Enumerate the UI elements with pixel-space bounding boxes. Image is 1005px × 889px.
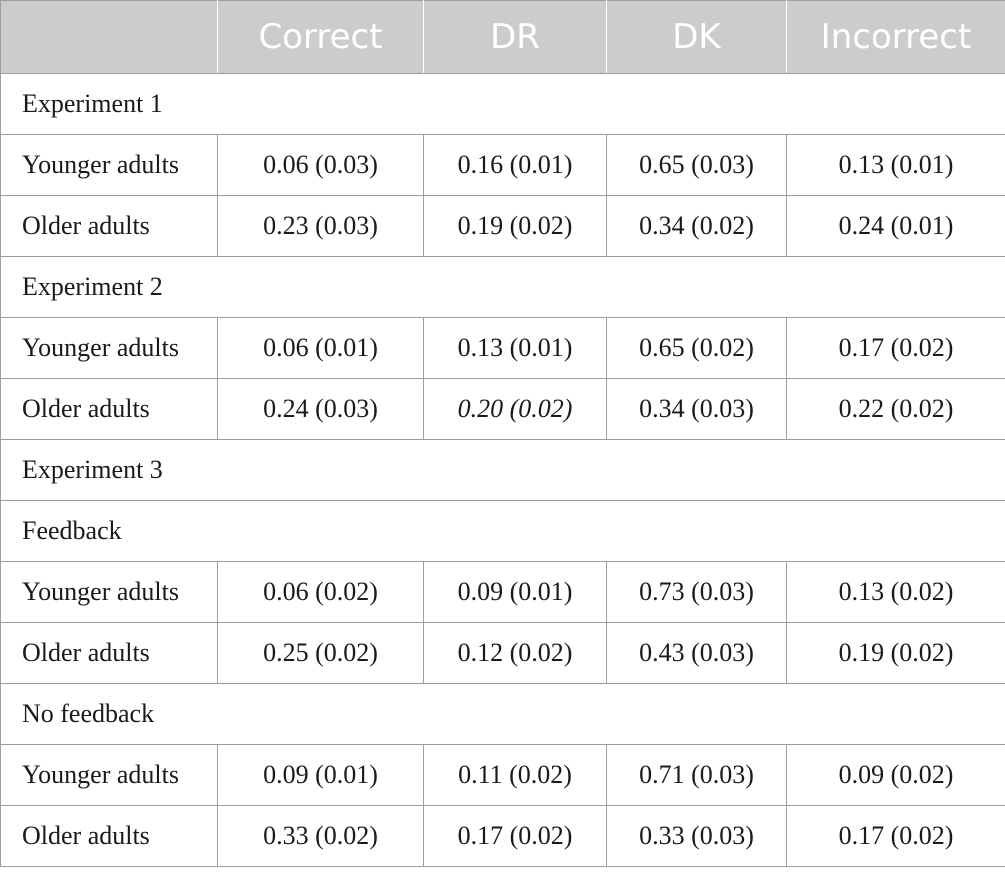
row-label: Older adults (0, 805, 218, 867)
cell-dk: 0.65 (0.03) (606, 134, 787, 196)
section-row-no-feedback: No feedback (0, 683, 1005, 745)
cell-dk: 0.73 (0.03) (606, 561, 787, 623)
section-label: Experiment 1 (0, 73, 1005, 135)
section-label: No feedback (0, 683, 1005, 745)
section-row-experiment-2: Experiment 2 (0, 256, 1005, 318)
cell-incorrect: 0.13 (0.02) (786, 561, 1005, 623)
cell-dk: 0.65 (0.02) (606, 317, 787, 379)
cell-correct: 0.24 (0.03) (217, 378, 424, 440)
row-label: Younger adults (0, 561, 218, 623)
row-label: Younger adults (0, 744, 218, 806)
cell-correct: 0.06 (0.03) (217, 134, 424, 196)
cell-dr: 0.16 (0.01) (423, 134, 607, 196)
header-cell-correct: Correct (217, 0, 424, 74)
results-table: Correct DR DK Incorrect Experiment 1 You… (0, 0, 1005, 867)
table-row: Younger adults 0.09 (0.01) 0.11 (0.02) 0… (0, 744, 1005, 806)
cell-dk: 0.34 (0.02) (606, 195, 787, 257)
cell-incorrect: 0.09 (0.02) (786, 744, 1005, 806)
header-row: Correct DR DK Incorrect (0, 0, 1005, 74)
cell-dk: 0.33 (0.03) (606, 805, 787, 867)
cell-dr: 0.12 (0.02) (423, 622, 607, 684)
header-cell-dk: DK (606, 0, 787, 74)
cell-dk: 0.71 (0.03) (606, 744, 787, 806)
table-row: Older adults 0.24 (0.03) 0.20 (0.02) 0.3… (0, 378, 1005, 440)
row-label: Older adults (0, 378, 218, 440)
header-cell-dr: DR (423, 0, 607, 74)
header-cell-incorrect: Incorrect (786, 0, 1005, 74)
cell-dr: 0.09 (0.01) (423, 561, 607, 623)
cell-dk: 0.43 (0.03) (606, 622, 787, 684)
cell-incorrect: 0.22 (0.02) (786, 378, 1005, 440)
cell-incorrect: 0.19 (0.02) (786, 622, 1005, 684)
cell-dr: 0.17 (0.02) (423, 805, 607, 867)
cell-correct: 0.23 (0.03) (217, 195, 424, 257)
cell-correct: 0.33 (0.02) (217, 805, 424, 867)
row-label: Older adults (0, 195, 218, 257)
cell-dk: 0.34 (0.03) (606, 378, 787, 440)
cell-incorrect: 0.24 (0.01) (786, 195, 1005, 257)
table-row: Younger adults 0.06 (0.01) 0.13 (0.01) 0… (0, 317, 1005, 379)
section-row-feedback: Feedback (0, 500, 1005, 562)
cell-dr: 0.11 (0.02) (423, 744, 607, 806)
section-row-experiment-1: Experiment 1 (0, 73, 1005, 135)
table-row: Younger adults 0.06 (0.02) 0.09 (0.01) 0… (0, 561, 1005, 623)
cell-dr: 0.20 (0.02) (423, 378, 607, 440)
cell-dr: 0.19 (0.02) (423, 195, 607, 257)
table-row: Older adults 0.23 (0.03) 0.19 (0.02) 0.3… (0, 195, 1005, 257)
table-row: Older adults 0.25 (0.02) 0.12 (0.02) 0.4… (0, 622, 1005, 684)
table-row: Older adults 0.33 (0.02) 0.17 (0.02) 0.3… (0, 805, 1005, 867)
table-body: Experiment 1 Younger adults 0.06 (0.03) … (0, 73, 1005, 867)
header-cell-blank (0, 0, 218, 74)
section-label: Experiment 2 (0, 256, 1005, 318)
cell-incorrect: 0.13 (0.01) (786, 134, 1005, 196)
table-header: Correct DR DK Incorrect (0, 0, 1005, 74)
cell-dr: 0.13 (0.01) (423, 317, 607, 379)
cell-correct: 0.06 (0.02) (217, 561, 424, 623)
cell-correct: 0.09 (0.01) (217, 744, 424, 806)
section-label: Feedback (0, 500, 1005, 562)
row-label: Older adults (0, 622, 218, 684)
cell-correct: 0.25 (0.02) (217, 622, 424, 684)
section-label: Experiment 3 (0, 439, 1005, 501)
row-label: Younger adults (0, 134, 218, 196)
section-row-experiment-3: Experiment 3 (0, 439, 1005, 501)
cell-incorrect: 0.17 (0.02) (786, 317, 1005, 379)
row-label: Younger adults (0, 317, 218, 379)
cell-correct: 0.06 (0.01) (217, 317, 424, 379)
table-row: Younger adults 0.06 (0.03) 0.16 (0.01) 0… (0, 134, 1005, 196)
cell-incorrect: 0.17 (0.02) (786, 805, 1005, 867)
